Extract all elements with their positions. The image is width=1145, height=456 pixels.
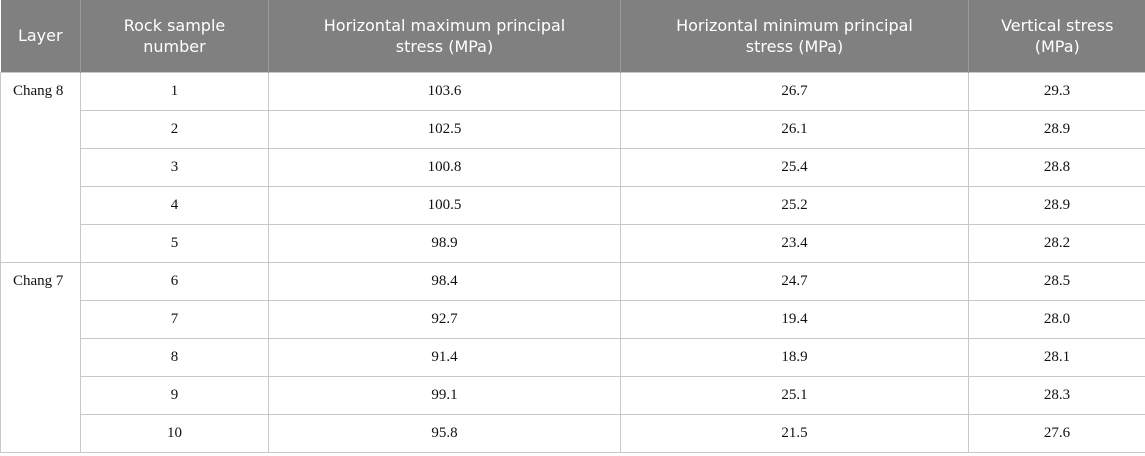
data-cell: 19.4: [620, 299, 969, 339]
data-cell: 21.5: [620, 413, 969, 453]
data-cell: 28.9: [968, 109, 1145, 149]
data-cell: 102.5: [268, 109, 621, 149]
data-cell: 2: [80, 109, 269, 149]
data-cell: 25.1: [620, 375, 969, 415]
table-row: 9 99.1 25.1 28.3: [1, 375, 1145, 415]
layer-cell: Chang 7: [0, 261, 81, 453]
table-row: Chang 7 6 98.4 24.7 28.5: [0, 261, 1145, 453]
data-cell: 28.5: [968, 261, 1145, 301]
table-row: 10 95.8 21.5 27.6: [1, 413, 1145, 453]
table-row: 3 100.8 25.4 28.8: [1, 147, 1145, 187]
table-row: 8 91.4 18.9 28.1: [1, 337, 1145, 377]
data-cell: 100.5: [268, 185, 621, 225]
data-cell: 1: [80, 71, 269, 111]
data-cell: 28.1: [968, 337, 1145, 377]
header-row: Layer Rock sample number Horizontal maximu…: [0, 0, 1145, 72]
header-cell: Horizontal minimum principal stress (MPa…: [620, 0, 969, 72]
data-cell: 98.9: [268, 223, 621, 263]
table-body: Chang 8 1 103.6 26.7 29.3 2 102.5 26.1 28.9 3 100.…: [0, 71, 1145, 453]
data-cell: 5: [80, 223, 269, 263]
table-row: 4 100.5 25.2 28.9: [1, 185, 1145, 225]
data-cell: 23.4: [620, 223, 969, 263]
data-cell: 26.7: [620, 71, 969, 111]
header-text: Horizontal minimum principal stress (MPa…: [676, 15, 913, 56]
data-cell: 29.3: [968, 71, 1145, 111]
data-cell: 8: [80, 337, 269, 377]
data-cell: 28.8: [968, 147, 1145, 187]
table-row: Chang 8 1 103.6 26.7 29.3: [0, 71, 1145, 263]
data-cell: 28.3: [968, 375, 1145, 415]
header-text: Rock sample number: [123, 15, 226, 56]
data-cell: 103.6: [268, 71, 621, 111]
data-cell: 24.7: [620, 261, 969, 301]
data-cell: 28.9: [968, 185, 1145, 225]
data-cell: 10: [80, 413, 269, 453]
data-cell: 9: [80, 375, 269, 415]
data-cell: 4: [80, 185, 269, 225]
data-cell: 92.7: [268, 299, 621, 339]
header-text: Vertical stress (MPa): [1001, 15, 1114, 56]
data-cell: 3: [80, 147, 269, 187]
header-cell: Vertical stress (MPa): [968, 0, 1145, 72]
header-text: Layer: [17, 26, 63, 46]
data-cell: 99.1: [268, 375, 621, 415]
data-cell: 100.8: [268, 147, 621, 187]
data-cell: 18.9: [620, 337, 969, 377]
table-row: 7 92.7 19.4 28.0: [1, 299, 1145, 339]
data-cell: 28.0: [968, 299, 1145, 339]
data-cell: 28.2: [968, 223, 1145, 263]
table-row: 2 102.5 26.1 28.9: [1, 109, 1145, 149]
data-cell: 25.4: [620, 147, 969, 187]
data-cell: 98.4: [268, 261, 621, 301]
header-cell: Horizontal maximum principal stress (MPa…: [268, 0, 621, 72]
data-cell: 7: [80, 299, 269, 339]
header-text: Horizontal maximum principal stress (MPa…: [323, 15, 566, 56]
table-row: 5 98.9 23.4 28.2: [1, 223, 1145, 263]
data-cell: 95.8: [268, 413, 621, 453]
header-cell: Rock sample number: [80, 0, 269, 72]
data-cell: 25.2: [620, 185, 969, 225]
data-cell: 27.6: [968, 413, 1145, 453]
data-cell: 6: [80, 261, 269, 301]
layer-cell: Chang 8: [0, 71, 81, 263]
data-cell: 91.4: [268, 337, 621, 377]
data-cell: 26.1: [620, 109, 969, 149]
header-cell: Layer: [0, 0, 81, 72]
